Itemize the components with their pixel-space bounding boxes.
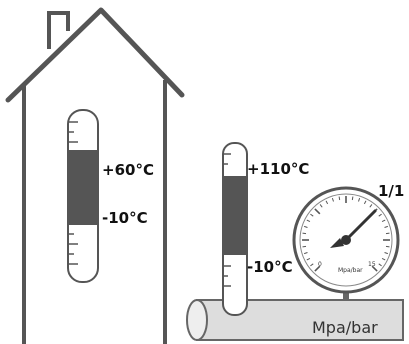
gauge-tick	[331, 197, 334, 202]
gauge-tick	[325, 200, 329, 205]
gauge-tick	[310, 263, 314, 267]
gauge-tick	[384, 225, 389, 228]
gauge-tick	[314, 208, 321, 215]
gauge-tick	[385, 245, 390, 248]
gauge-tick	[314, 265, 321, 272]
gauge-tick	[378, 213, 382, 217]
pipe-thermo-min-label: -10°C	[247, 258, 293, 276]
gauge-tick	[306, 257, 311, 261]
gauge-needle	[344, 209, 377, 242]
gauge-thread-label: 1/1	[378, 182, 404, 200]
gauge-hub	[341, 235, 351, 245]
gauge-tick	[385, 232, 390, 235]
indoor-thermometer: +60°C -10°C	[67, 109, 154, 283]
gauge-tick	[319, 204, 323, 208]
house-outline	[5, 7, 185, 344]
pipe-thermometer: +110°C -10°C	[222, 142, 309, 316]
gauge-tick	[303, 252, 308, 255]
pipe-thermometer-range-band	[224, 176, 246, 255]
gauge-tick	[306, 219, 311, 223]
indoor-min-label: -10°C	[102, 209, 148, 227]
gauge-tick	[381, 257, 386, 261]
gauge-tick	[310, 213, 314, 217]
gauge-tick	[363, 200, 367, 205]
pressure-gauge: Mpa/bar 0 15 1/1	[292, 182, 404, 301]
gauge-tick	[338, 196, 341, 201]
gauge-unit-label: Mpa/bar	[338, 267, 363, 274]
gauge-tick	[302, 245, 307, 248]
pipe-thermo-max-label: +110°C	[247, 160, 309, 178]
gauge-min-label: 0	[318, 261, 322, 268]
pipe	[186, 299, 404, 341]
gauge-tick	[303, 225, 308, 228]
gauge-tick	[302, 232, 307, 235]
gauge-max-label: 15	[368, 261, 376, 268]
gauge-tick	[381, 219, 386, 223]
gauge-tick	[378, 263, 382, 267]
gauge-tick	[384, 252, 389, 255]
pipe-label: Mpa/bar	[312, 318, 378, 337]
gauge-tick	[369, 204, 373, 208]
gauge-tick	[351, 196, 354, 201]
gauge-tick	[358, 197, 361, 202]
indoor-max-label: +60°C	[102, 161, 154, 179]
gauge-tick	[371, 265, 378, 272]
indoor-thermometer-range-band	[69, 150, 97, 225]
